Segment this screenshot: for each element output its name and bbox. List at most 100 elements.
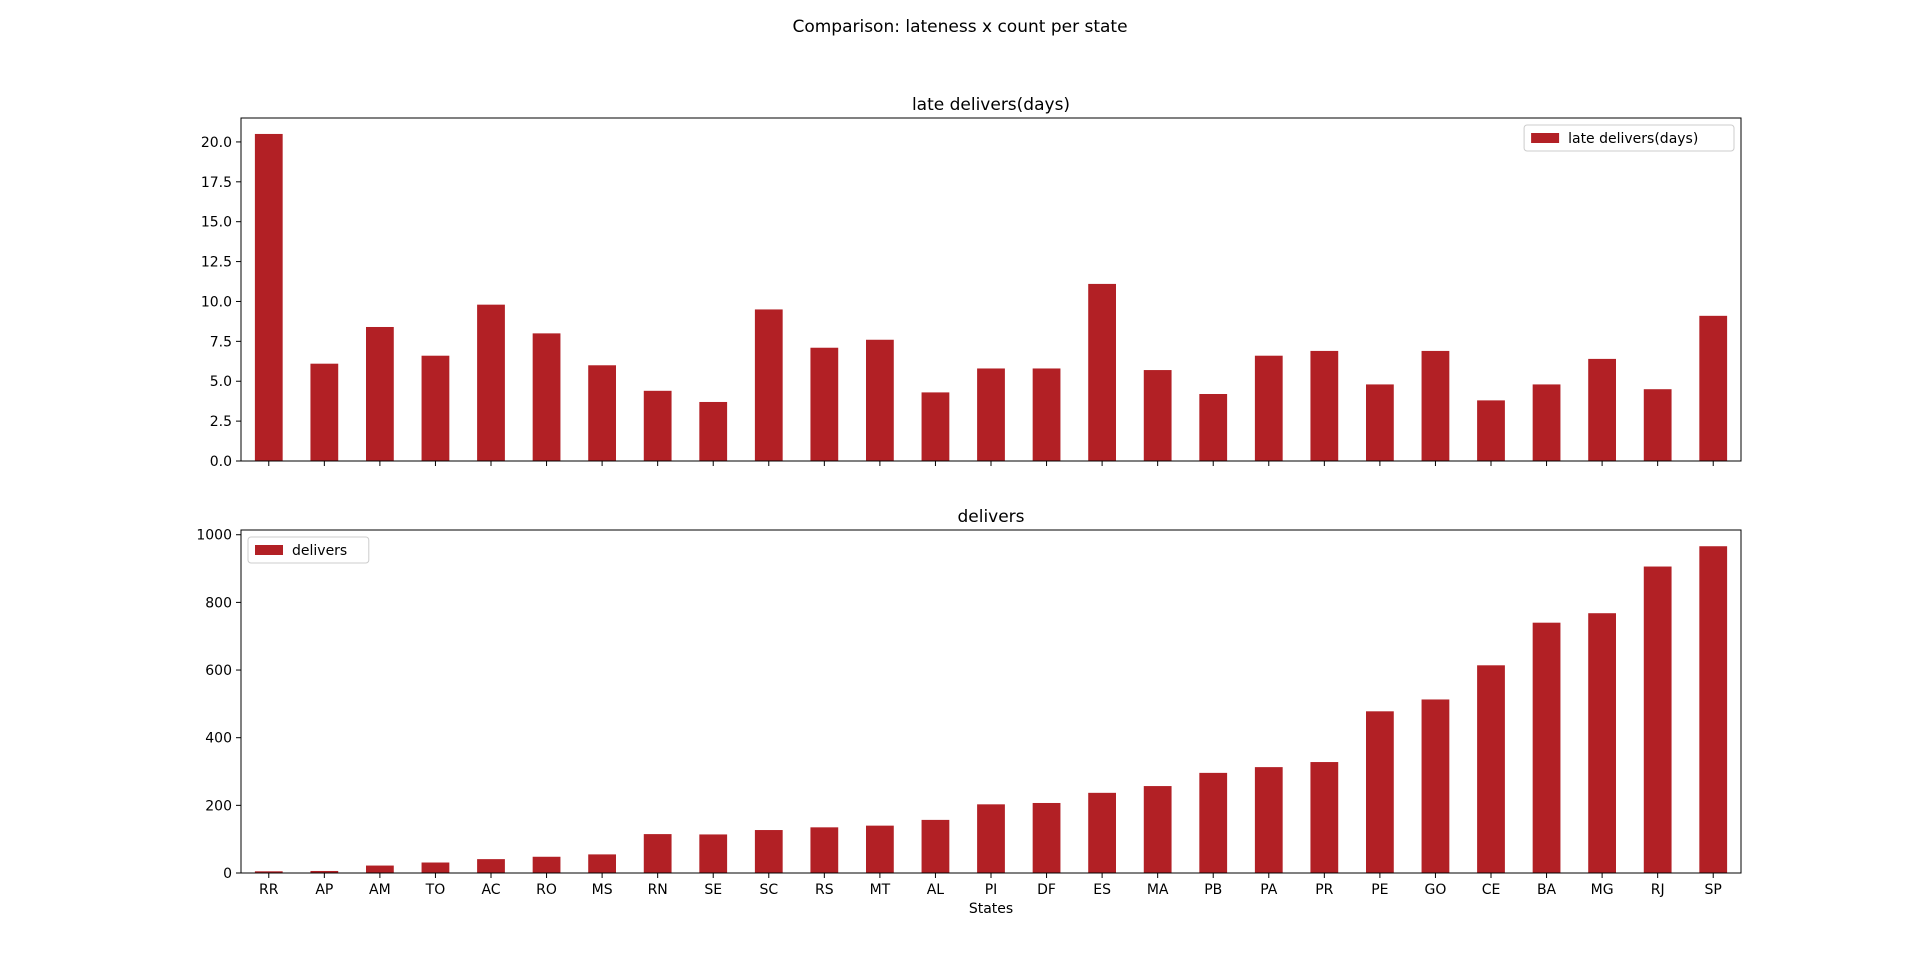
y-tick-label: 17.5 <box>201 175 232 191</box>
y-tick-label: 7.5 <box>210 334 232 350</box>
bar-se <box>699 834 728 873</box>
bar-rn <box>643 834 672 873</box>
axes-frame <box>240 529 1742 874</box>
bar-ac <box>477 859 505 873</box>
bar-rs <box>810 347 839 461</box>
bar-mg <box>1588 613 1616 873</box>
legend: delivers <box>247 536 370 564</box>
bar-al <box>921 819 950 873</box>
bar-pb <box>1199 393 1228 461</box>
delivers-chart: delivers 0 200 400 600 800 1000 RR AP AM TO AC RO MS R… <box>196 507 1742 917</box>
x-tick-label: RS <box>815 882 834 898</box>
bar-es <box>1088 792 1116 873</box>
bar-ap <box>310 870 339 873</box>
x-axis-label: States <box>969 901 1013 917</box>
x-tick-label: AP <box>315 882 333 898</box>
x-tick-label: PI <box>985 882 998 898</box>
x-tick-label: RJ <box>1651 882 1665 898</box>
x-tick-label: MT <box>870 882 891 898</box>
chart-title: delivers <box>957 507 1024 527</box>
y-tick-label: 0.0 <box>210 454 232 470</box>
y-tick-label: 0 <box>223 866 232 882</box>
legend-box <box>1523 124 1735 152</box>
bar-pb <box>1199 772 1228 873</box>
x-tick-label: MA <box>1147 882 1169 898</box>
x-tick-label: PB <box>1204 882 1222 898</box>
bar-go <box>1421 350 1450 461</box>
x-tick-label: RN <box>648 882 668 898</box>
x-tick-label: ES <box>1093 882 1111 898</box>
y-tick-label: 1000 <box>196 528 232 544</box>
y-tick-label: 12.5 <box>201 255 232 271</box>
chart-title: late delivers(days) <box>912 95 1070 115</box>
legend: late delivers(days) <box>1523 124 1735 152</box>
bar-pa <box>1254 355 1283 461</box>
y-tick-label: 400 <box>205 731 232 747</box>
x-tick-label: AC <box>481 882 500 898</box>
bar-ap <box>310 363 339 461</box>
x-tick-label: AM <box>369 882 391 898</box>
bar-es <box>1088 283 1116 461</box>
bar-df <box>1032 802 1061 873</box>
x-tick-label: GO <box>1425 882 1447 898</box>
bar-ro <box>532 333 561 461</box>
bar-ma <box>1143 786 1172 873</box>
bar-rr <box>254 133 283 461</box>
x-tick-label: SP <box>1705 882 1722 898</box>
legend-label: delivers <box>292 543 347 559</box>
bar-am <box>366 326 394 461</box>
bar-rr <box>254 871 283 873</box>
x-tick-label: MG <box>1591 882 1614 898</box>
bar-pr <box>1310 762 1339 873</box>
bar-sc <box>754 309 783 461</box>
bar-rs <box>810 827 839 873</box>
bar-pr <box>1310 350 1339 461</box>
bar-pe <box>1366 711 1394 873</box>
bar-mt <box>866 825 894 873</box>
legend-swatch <box>1531 133 1560 143</box>
x-tick-label: PR <box>1315 882 1333 898</box>
x-tick-label: DF <box>1037 882 1056 898</box>
bar-go <box>1421 699 1450 873</box>
bar-ms <box>588 365 616 461</box>
bar-rj <box>1643 566 1672 873</box>
x-tick-label: CE <box>1482 882 1501 898</box>
x-tick-label: PE <box>1371 882 1388 898</box>
bar-ba <box>1532 622 1561 873</box>
bar-pi <box>977 804 1005 873</box>
x-tick-label: RR <box>259 882 279 898</box>
legend-box <box>247 536 370 564</box>
x-tick-label: SE <box>704 882 722 898</box>
bar-mt <box>866 339 894 461</box>
y-tick-label: 5.0 <box>210 374 232 390</box>
bar-sp <box>1699 546 1728 873</box>
bar-ro <box>532 856 561 873</box>
bar-pi <box>977 368 1005 461</box>
bar-al <box>921 392 950 461</box>
y-tick-label: 600 <box>205 663 232 679</box>
y-tick-label: 200 <box>205 798 232 814</box>
x-tick-label: AL <box>927 882 945 898</box>
y-tick-label: 20.0 <box>201 135 232 151</box>
bar-sc <box>754 830 783 873</box>
y-tick-label: 800 <box>205 595 232 611</box>
bar-sp <box>1699 315 1728 461</box>
bar-mg <box>1588 358 1616 461</box>
bar-ac <box>477 304 505 461</box>
bar-pe <box>1366 384 1394 461</box>
bar-ce <box>1477 400 1505 461</box>
legend-label: late delivers(days) <box>1568 131 1698 147</box>
y-tick-label: 2.5 <box>210 414 232 430</box>
bar-ce <box>1477 665 1505 873</box>
x-tick-label: TO <box>425 882 446 898</box>
figure-suptitle: Comparison: lateness x count per state <box>792 17 1127 37</box>
x-tick-label: RO <box>536 882 557 898</box>
bar-df <box>1032 368 1061 461</box>
x-tick-label: PA <box>1260 882 1278 898</box>
bar-pa <box>1254 767 1283 873</box>
bar-to <box>421 355 450 461</box>
y-tick-label: 10.0 <box>201 294 232 310</box>
bar-to <box>421 862 450 873</box>
x-tick-label: SC <box>759 882 778 898</box>
